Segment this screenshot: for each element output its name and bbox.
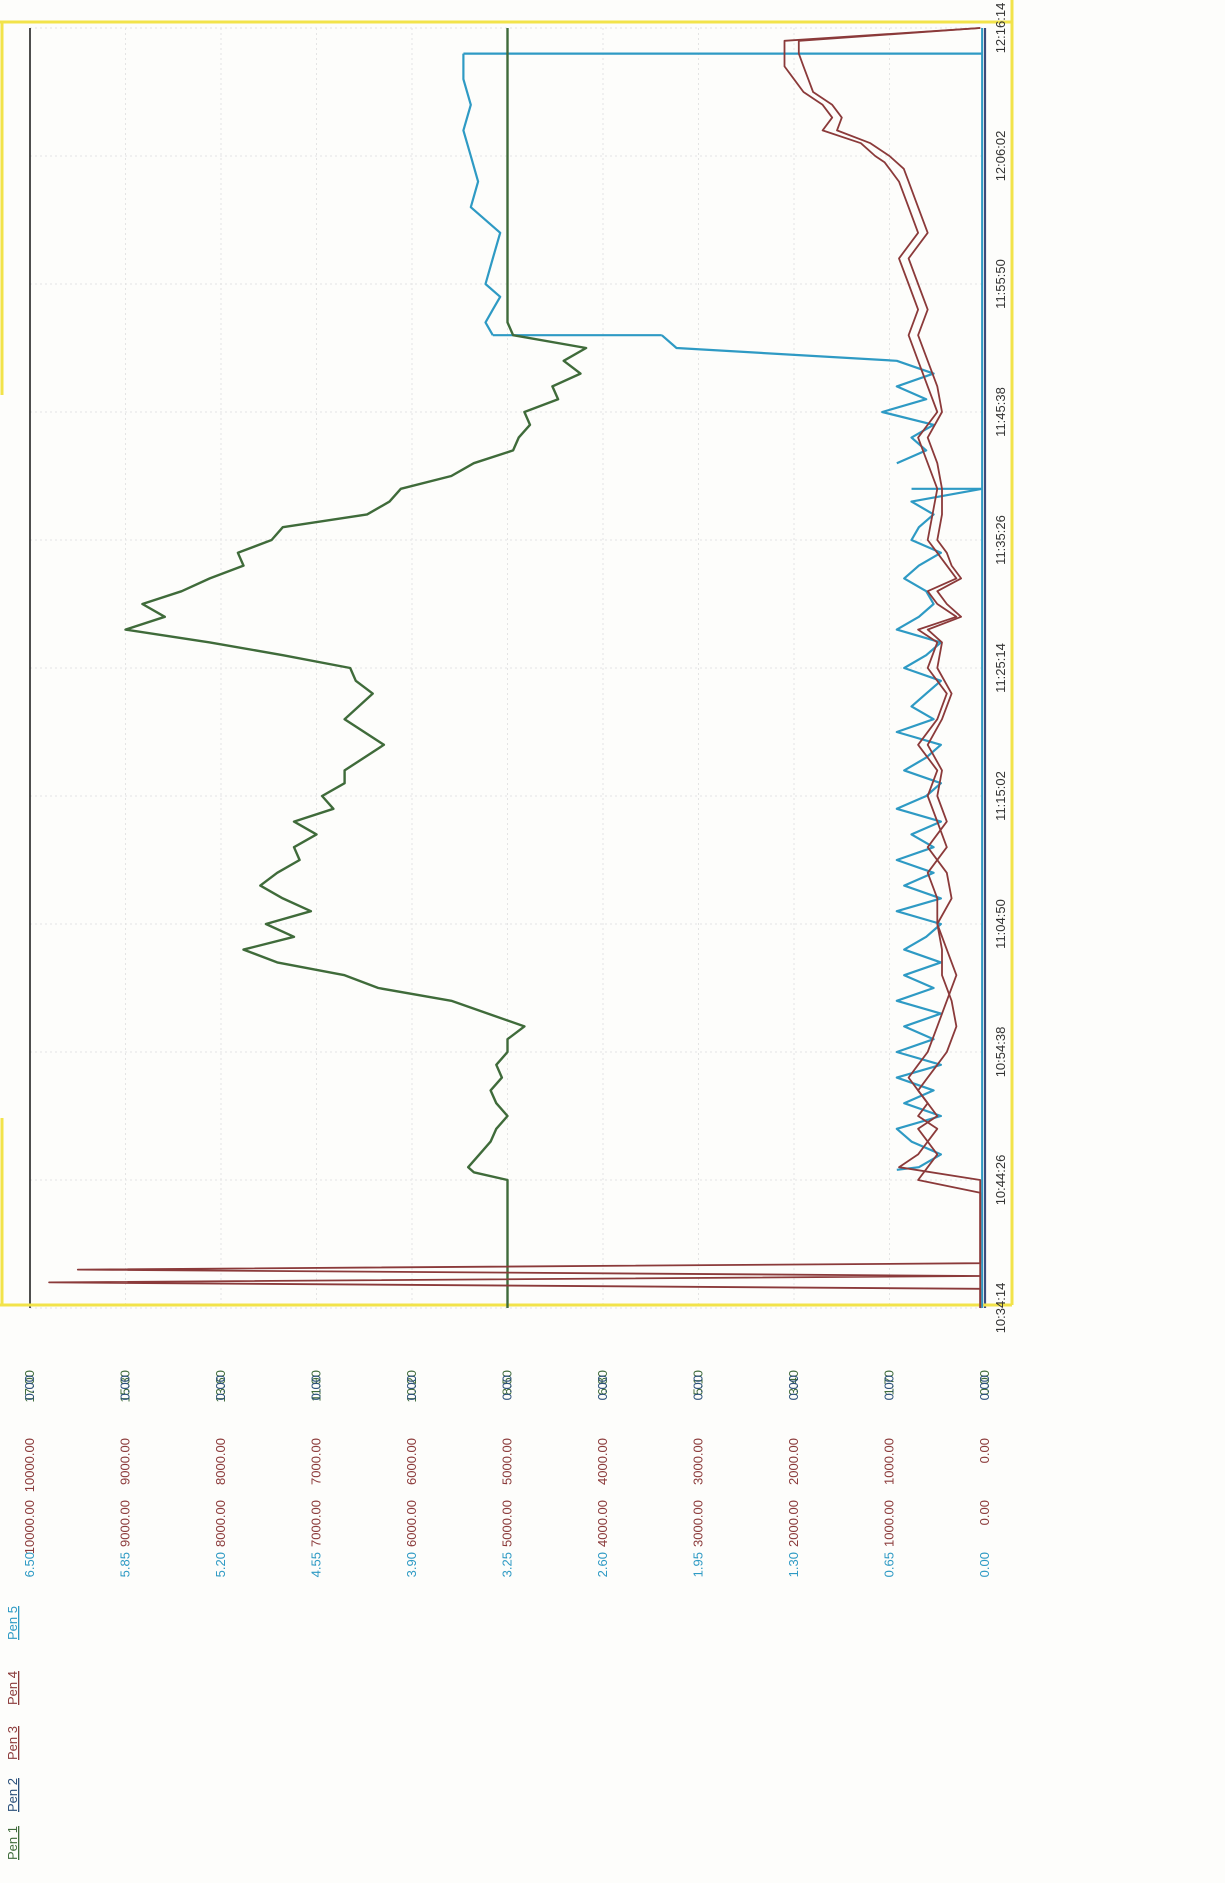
tick-label-pen-4: 4000.00 xyxy=(595,1500,610,1547)
tick-label-pen-1: 8.50 xyxy=(500,1370,515,1395)
tick-label-pen-1: 5.10 xyxy=(691,1370,706,1395)
time-tick-label: 11:25:14 xyxy=(993,643,1008,693)
tick-label-pen-5: 0.00 xyxy=(977,1552,992,1577)
tick-label-pen-2: 0.00 xyxy=(213,1375,228,1400)
time-tick-label: 11:15:02 xyxy=(993,771,1008,821)
series-pen-3 xyxy=(48,27,982,1308)
tick-label-pen-2: 0.00 xyxy=(309,1375,324,1400)
tick-label-pen-4: 8000.00 xyxy=(213,1500,228,1547)
tick-label-pen-1: 0.00 xyxy=(977,1370,992,1395)
pen-tick-labels: 0.001.703.405.106.808.5010.2011.9013.601… xyxy=(22,1370,992,1577)
tick-label-pen-3: 6000.00 xyxy=(404,1438,419,1485)
pen-header-pen-3: Pen 3 xyxy=(5,1726,20,1760)
pen-header-pen-1: Pen 1 xyxy=(5,1826,20,1860)
tick-label-pen-4: 3000.00 xyxy=(691,1500,706,1547)
tick-label-pen-3: 3000.00 xyxy=(691,1438,706,1485)
time-tick-label: 10:54:38 xyxy=(993,1027,1008,1078)
tick-label-pen-2: 0.00 xyxy=(595,1375,610,1400)
tick-label-pen-5: 0.65 xyxy=(882,1552,897,1577)
tick-label-pen-2: 0.00 xyxy=(500,1375,515,1400)
tick-label-pen-1: 13.60 xyxy=(213,1370,228,1403)
pen-header-pen-2: Pen 2 xyxy=(5,1778,20,1812)
tick-label-pen-2: 0.00 xyxy=(404,1375,419,1400)
tick-label-pen-4: 10000.00 xyxy=(22,1500,37,1554)
tick-label-pen-1: 1.70 xyxy=(882,1370,897,1395)
tick-label-pen-5: 1.30 xyxy=(786,1552,801,1577)
tick-label-pen-3: 7000.00 xyxy=(309,1438,324,1485)
time-tick-label: 11:04:50 xyxy=(993,899,1008,949)
time-tick-label: 10:34:14 xyxy=(993,1283,1008,1334)
time-tick-label: 12:16:14 xyxy=(993,3,1008,54)
tick-label-pen-3: 8000.00 xyxy=(213,1438,228,1485)
tick-label-pen-2: 0.00 xyxy=(118,1375,133,1400)
tick-label-pen-1: 10.20 xyxy=(404,1370,419,1403)
tick-label-pen-5: 2.60 xyxy=(595,1552,610,1577)
pen-header-pen-4: Pen 4 xyxy=(5,1671,20,1705)
tick-label-pen-3: 1000.00 xyxy=(882,1438,897,1485)
tick-label-pen-3: 4000.00 xyxy=(595,1438,610,1485)
time-tick-labels: 10:34:14 10:44:26 10:54:38 11:04:50 11:15:02… xyxy=(993,3,1008,1334)
tick-label-pen-3: 10000.00 xyxy=(22,1438,37,1492)
tick-label-pen-3: 5000.00 xyxy=(500,1438,515,1485)
tick-label-pen-5: 5.20 xyxy=(213,1552,228,1577)
pen-headers: Pen 1 Pen 2 Pen 3 Pen 4 Pen 5 xyxy=(5,1606,20,1860)
tick-label-pen-5: 3.90 xyxy=(404,1552,419,1577)
pen-header-pen-5: Pen 5 xyxy=(5,1606,20,1640)
tick-label-pen-5: 4.55 xyxy=(309,1552,324,1577)
tick-label-pen-3: 0.00 xyxy=(977,1438,992,1463)
tick-label-pen-4: 2000.00 xyxy=(786,1500,801,1547)
tick-label-pen-4: 7000.00 xyxy=(309,1500,324,1547)
series-pen-5-segment-2 xyxy=(661,334,935,465)
time-tick-label: 11:55:50 xyxy=(993,259,1008,309)
tick-label-pen-2: 0.00 xyxy=(786,1375,801,1400)
time-tick-label: 12:06:02 xyxy=(993,131,1008,182)
tick-label-pen-5: 6.50 xyxy=(22,1552,37,1577)
tick-label-pen-5: 5.85 xyxy=(118,1552,133,1577)
tick-label-pen-1: 3.40 xyxy=(786,1370,801,1395)
tick-label-pen-1: 17.00 xyxy=(22,1370,37,1403)
series-pen-5-segment-3 xyxy=(462,53,502,336)
tick-label-pen-1: 15.30 xyxy=(118,1370,133,1403)
chart-frame xyxy=(0,0,1014,1308)
tick-label-pen-3: 9000.00 xyxy=(118,1438,133,1485)
series-pen-4 xyxy=(797,27,982,1308)
series-group xyxy=(48,27,984,1308)
tick-label-pen-3: 2000.00 xyxy=(786,1438,801,1485)
tick-label-pen-4: 0.00 xyxy=(977,1500,992,1525)
series-pen-5-segment-1 xyxy=(895,487,983,1171)
tick-label-pen-4: 5000.00 xyxy=(500,1500,515,1547)
time-tick-label: 10:44:26 xyxy=(993,1155,1008,1206)
series-pen-1 xyxy=(124,28,588,1308)
time-tick-label: 11:35:26 xyxy=(993,515,1008,565)
tick-label-pen-2: 0.00 xyxy=(882,1375,897,1400)
tick-label-pen-2: 0.00 xyxy=(22,1375,37,1400)
tick-label-pen-4: 9000.00 xyxy=(118,1500,133,1547)
tick-label-pen-1: 11.90 xyxy=(309,1370,324,1402)
tick-label-pen-2: 0.00 xyxy=(977,1375,992,1400)
time-tick-label: 11:45:38 xyxy=(993,387,1008,437)
tick-label-pen-4: 1000.00 xyxy=(882,1500,897,1547)
tick-label-pen-2: 0.00 xyxy=(691,1375,706,1400)
tick-label-pen-1: 6.80 xyxy=(595,1370,610,1395)
tick-label-pen-5: 1.95 xyxy=(691,1552,706,1577)
tick-label-pen-5: 3.25 xyxy=(500,1552,515,1577)
tick-label-pen-4: 6000.00 xyxy=(404,1500,419,1547)
